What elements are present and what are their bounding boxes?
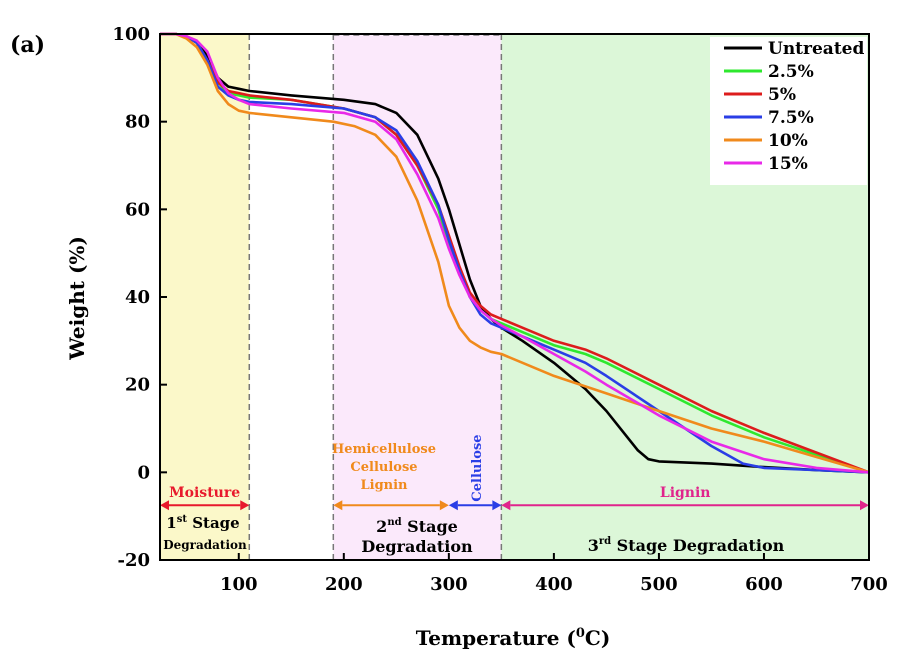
stage-arrow-head-right-0 bbox=[240, 500, 250, 511]
y-tick-label-2: 20 bbox=[125, 375, 150, 396]
stage1-num: 1 bbox=[166, 514, 176, 532]
legend-label-5: 15% bbox=[768, 154, 808, 174]
stage-arrow-label-1: Lignin bbox=[660, 485, 711, 501]
stage2-num: 2 bbox=[376, 517, 387, 536]
stage3-sup: rd bbox=[599, 536, 611, 547]
stage-arrow-head-right-2 bbox=[439, 500, 449, 511]
legend-label-3: 7.5% bbox=[768, 108, 814, 128]
stage2-label: 2nd Stage bbox=[376, 517, 458, 536]
stage-arrow-head-left-0 bbox=[160, 500, 169, 511]
stage3-num: 3 bbox=[588, 536, 599, 555]
x-tick-label-5: 600 bbox=[745, 574, 783, 595]
y-tick-label-5: 80 bbox=[125, 112, 150, 133]
cellulose-label: Cellulose bbox=[350, 460, 417, 475]
x-tick-label-0: 100 bbox=[220, 574, 258, 595]
y-tick-label-1: 0 bbox=[137, 462, 150, 483]
y-axis-label: Weight (%) bbox=[65, 236, 89, 361]
legend-box bbox=[710, 37, 867, 185]
y-tick-label-0: -20 bbox=[117, 550, 150, 571]
x-tick-label-2: 300 bbox=[430, 574, 468, 595]
region-0 bbox=[160, 34, 250, 560]
stage1-degradation: Degradation bbox=[163, 538, 247, 552]
stage2-degradation: Degradation bbox=[361, 537, 473, 556]
x-tick-label-6: 700 bbox=[850, 574, 888, 595]
legend-label-1: 2.5% bbox=[768, 62, 814, 82]
hemicellulose-label: Hemicellulose bbox=[332, 442, 436, 457]
stage-arrow-label-0: Moisture bbox=[169, 485, 240, 501]
x-axis-label-sup: 0 bbox=[576, 626, 585, 641]
legend-label-4: 10% bbox=[768, 131, 808, 151]
stage2-word: Stage bbox=[402, 517, 458, 536]
stage3-label: 3rd Stage Degradation bbox=[588, 536, 785, 555]
stage2-sup: nd bbox=[387, 517, 401, 528]
panel-label: (a) bbox=[10, 32, 45, 58]
stage-arrows: Moisture Lignin bbox=[160, 485, 869, 511]
stage-arrow-head-left-3 bbox=[448, 500, 458, 511]
stage-arrow-head-left-1 bbox=[501, 500, 511, 511]
stage1-sup: st bbox=[177, 514, 188, 525]
x-axis-label-main: Temperature ( bbox=[416, 626, 576, 650]
stage3-rest: Stage Degradation bbox=[611, 536, 785, 555]
stage-annotations: Hemicellulose Cellulose Lignin Cellulose… bbox=[163, 434, 784, 556]
stage-arrow-head-left-2 bbox=[333, 500, 343, 511]
cellulose-vertical-label: Cellulose bbox=[470, 434, 485, 501]
x-axis-label: Temperature (0C) bbox=[416, 626, 611, 650]
x-tick-label-4: 500 bbox=[640, 574, 678, 595]
x-tick-label-1: 200 bbox=[325, 574, 363, 595]
axes: 100 200 300 400 500 600 700 -20 0 20 40 60 80 100 bbox=[112, 24, 887, 595]
y-tick-label-3: 40 bbox=[125, 287, 150, 308]
stage1-word: Stage bbox=[187, 514, 240, 532]
y-tick-label-4: 60 bbox=[125, 199, 150, 220]
stage-arrow-head-right-3 bbox=[492, 500, 502, 511]
legend: Untreated 2.5% 5% 7.5% 10% 15% bbox=[710, 37, 867, 185]
legend-label-2: 5% bbox=[768, 85, 796, 105]
x-axis-label-end: C) bbox=[585, 626, 610, 650]
series-line-4 bbox=[160, 32, 870, 474]
series-lines bbox=[160, 32, 870, 474]
x-tick-label-3: 400 bbox=[535, 574, 573, 595]
stage-arrow-head-right-1 bbox=[860, 500, 869, 511]
lignin-label: Lignin bbox=[360, 478, 408, 493]
stage1-label: 1st Stage bbox=[166, 514, 239, 532]
series-line-5 bbox=[160, 32, 870, 474]
y-tick-label-6: 100 bbox=[112, 24, 150, 45]
legend-label-0: Untreated bbox=[768, 39, 864, 59]
